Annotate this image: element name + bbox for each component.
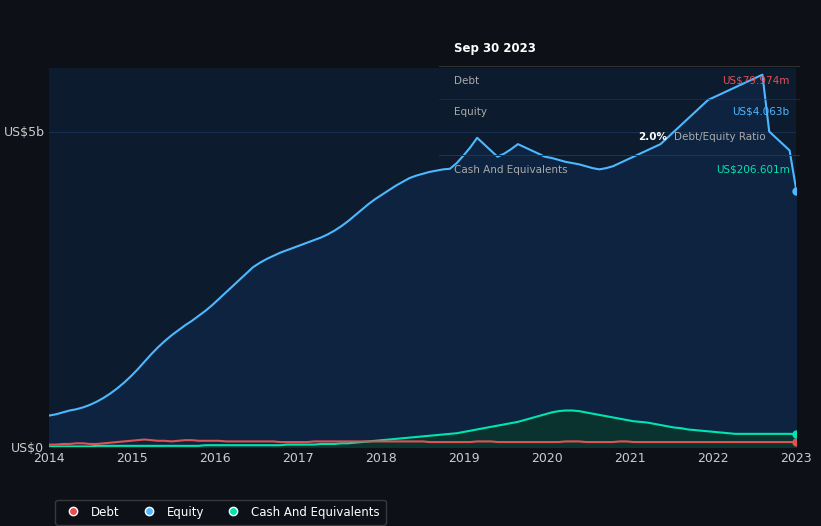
Legend: Debt, Equity, Cash And Equivalents: Debt, Equity, Cash And Equivalents bbox=[55, 500, 386, 524]
Text: Equity: Equity bbox=[454, 107, 487, 117]
Text: US$206.601m: US$206.601m bbox=[716, 165, 790, 175]
Text: Sep 30 2023: Sep 30 2023 bbox=[454, 42, 535, 55]
Text: US$79.974m: US$79.974m bbox=[722, 76, 790, 86]
Text: Debt: Debt bbox=[454, 76, 479, 86]
Text: Debt/Equity Ratio: Debt/Equity Ratio bbox=[674, 132, 766, 142]
Text: Cash And Equivalents: Cash And Equivalents bbox=[454, 165, 567, 175]
Text: 2.0%: 2.0% bbox=[638, 132, 667, 142]
Text: US$4.063b: US$4.063b bbox=[732, 107, 790, 117]
